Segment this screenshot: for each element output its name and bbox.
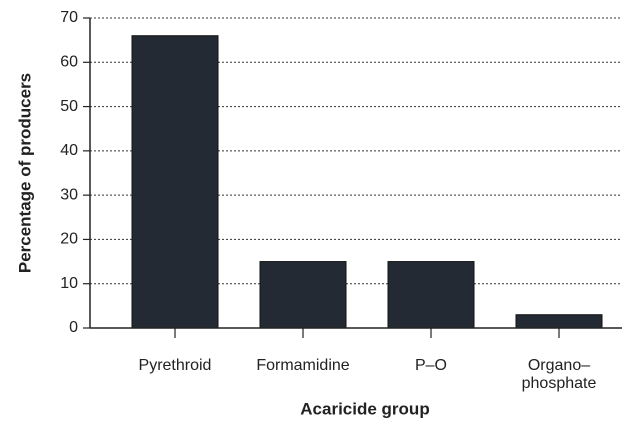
y-tick-label: 70 [60, 9, 78, 26]
bar [131, 35, 219, 329]
y-tick-label: 60 [60, 54, 78, 71]
y-tick-label: 20 [60, 231, 78, 248]
x-tick-label: Formamidine [256, 357, 349, 374]
x-tick-label: P–O [415, 357, 447, 374]
x-axis-title: Acaricide group [300, 399, 429, 418]
bar [259, 261, 347, 329]
y-axis-title: Percentage of producers [15, 73, 34, 273]
y-tick-label: 50 [60, 98, 78, 115]
y-tick-label: 40 [60, 142, 78, 159]
bar [515, 314, 603, 329]
y-tick-label: 10 [60, 275, 78, 292]
x-tick-label: Organo– phosphate [522, 357, 597, 392]
bar [387, 261, 475, 329]
y-tick-label: 0 [69, 319, 78, 336]
y-tick-label: 30 [60, 186, 78, 203]
x-tick-label: Pyrethroid [139, 357, 212, 374]
